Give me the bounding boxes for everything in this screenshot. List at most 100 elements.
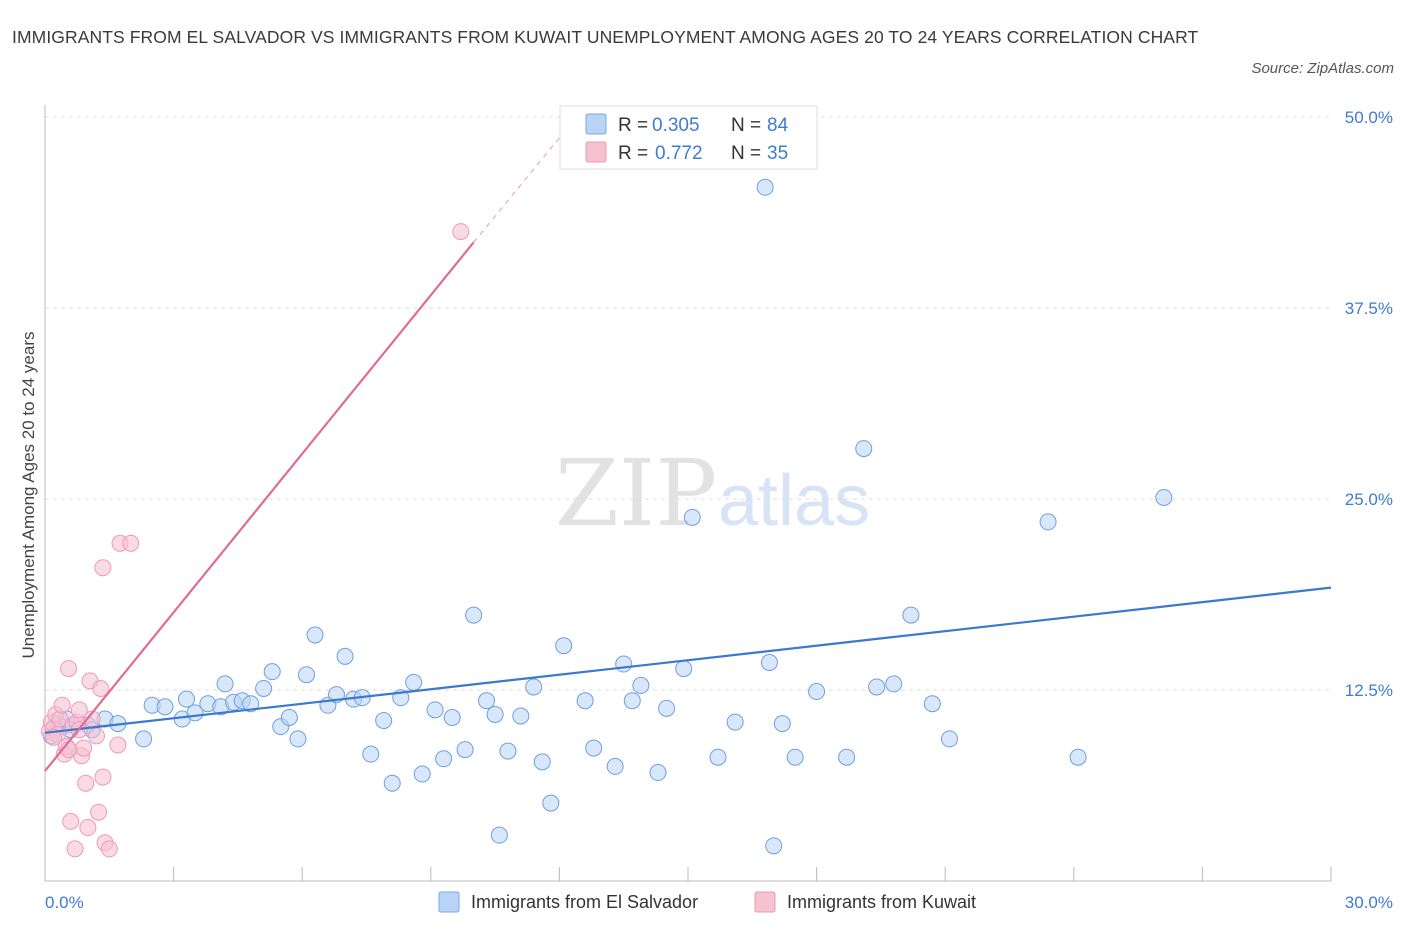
x-tick-label: 30.0% — [1345, 893, 1393, 912]
el-salvador-point — [542, 794, 560, 812]
el-salvador-point — [726, 713, 744, 731]
el-salvador-point — [362, 745, 380, 763]
el-salvador-point — [855, 440, 873, 458]
kuwait-point — [90, 803, 108, 821]
el-salvador-point — [465, 606, 483, 624]
chart-source: Source: ZipAtlas.com — [1251, 60, 1394, 77]
el-salvador-point — [525, 678, 543, 696]
kuwait-point — [60, 660, 78, 678]
el-salvador-point — [413, 765, 431, 783]
y-tick-label: 50.0% — [1345, 108, 1393, 127]
y-tick-label: 25.0% — [1345, 490, 1393, 509]
legend-n-value-2: 35 — [767, 143, 788, 164]
legend-r-label-2: R = — [618, 143, 648, 164]
kuwait-point — [77, 774, 95, 792]
chart-title: IMMIGRANTS FROM EL SALVADOR VS IMMIGRANT… — [12, 27, 1199, 47]
legend-r-label-1: R = — [618, 115, 648, 136]
kuwait-point — [94, 768, 112, 786]
el-salvador-trend-line — [44, 586, 1332, 734]
el-salvador-point — [426, 701, 444, 719]
trend-lines — [44, 116, 1332, 772]
el-salvador-point — [383, 774, 401, 792]
el-salvador-point — [756, 178, 774, 196]
el-salvador-point — [632, 676, 650, 694]
kuwait-point — [70, 701, 88, 719]
watermark-atlas: atlas — [718, 461, 870, 541]
el-salvador-point — [615, 655, 633, 673]
el-salvador-point — [585, 739, 603, 757]
el-salvador-point — [760, 653, 778, 671]
kuwait-point — [100, 840, 118, 858]
el-salvador-point — [512, 707, 530, 725]
kuwait-point — [92, 679, 110, 697]
bottom-legend-swatch-kuwait — [754, 891, 776, 913]
el-salvador-point — [306, 626, 324, 644]
el-salvador-point — [838, 748, 856, 766]
kuwait-point — [109, 736, 127, 754]
el-salvador-point — [177, 690, 195, 708]
axes — [44, 105, 1332, 882]
el-salvador-point — [709, 748, 727, 766]
el-salvador-point — [435, 750, 453, 768]
watermark-zip: ZIP — [555, 440, 717, 547]
el-salvador-point — [675, 660, 693, 678]
bottom-legend-swatch-el-salvador — [438, 891, 460, 913]
legend-n-label-1: N = — [731, 115, 761, 136]
el-salvador-point — [533, 753, 551, 771]
el-salvador-point — [885, 675, 903, 693]
series-el-salvador-points — [42, 108, 1173, 855]
el-salvador-point — [786, 748, 804, 766]
el-salvador-point — [135, 730, 153, 748]
el-salvador-point — [289, 730, 307, 748]
el-salvador-point — [923, 695, 941, 713]
el-salvador-point — [1039, 513, 1057, 531]
el-salvador-point — [297, 666, 315, 684]
x-tick-label: 0.0% — [45, 893, 84, 912]
el-salvador-point — [606, 757, 624, 775]
y-tick-label: 12.5% — [1345, 681, 1393, 700]
kuwait-point — [87, 727, 105, 745]
el-salvador-point — [773, 715, 791, 733]
legend-n-value-1: 84 — [767, 115, 789, 136]
el-salvador-point — [658, 699, 676, 717]
kuwait-point — [66, 840, 84, 858]
gridlines — [45, 116, 1331, 691]
el-salvador-point — [242, 695, 260, 713]
el-salvador-point — [456, 741, 474, 759]
el-salvador-point — [940, 730, 958, 748]
kuwait-point — [122, 534, 140, 552]
el-salvador-point — [375, 712, 393, 730]
el-salvador-point — [255, 679, 273, 697]
legend-top: R = 0.305 N = 84 R = 0.772 N = 35 — [559, 105, 818, 170]
legend-n-label-2: N = — [731, 143, 761, 164]
el-salvador-point — [1155, 488, 1173, 506]
el-salvador-point — [765, 837, 783, 855]
x-tick-labels: 0.0% 30.0% — [45, 893, 1393, 912]
el-salvador-point — [499, 742, 517, 760]
el-salvador-point — [486, 705, 504, 723]
y-tick-label: 37.5% — [1345, 299, 1393, 318]
el-salvador-point — [263, 663, 281, 681]
el-salvador-point — [555, 637, 573, 655]
el-salvador-point — [336, 647, 354, 665]
el-salvador-point — [576, 692, 594, 710]
bottom-legend-label-el-salvador: Immigrants from El Salvador — [471, 892, 698, 912]
kuwait-point — [62, 812, 80, 830]
el-salvador-point — [683, 508, 701, 526]
el-salvador-point — [1069, 748, 1087, 766]
bottom-legend-label-kuwait: Immigrants from Kuwait — [787, 892, 976, 912]
el-salvador-point — [280, 709, 298, 727]
series-kuwait-points — [40, 223, 470, 858]
legend-r-value-2: 0.772 — [655, 143, 703, 164]
y-axis-label: Unemployment Among Ages 20 to 24 years — [19, 332, 38, 659]
kuwait-point — [53, 696, 71, 714]
kuwait-point — [452, 223, 470, 241]
legend-swatch-el-salvador — [585, 113, 607, 135]
legend-bottom: Immigrants from El Salvador Immigrants f… — [438, 891, 976, 913]
kuwait-trend-line — [44, 241, 475, 772]
el-salvador-point — [443, 709, 461, 727]
kuwait-point — [94, 559, 112, 577]
el-salvador-point — [156, 698, 174, 716]
el-salvador-point — [902, 606, 920, 624]
